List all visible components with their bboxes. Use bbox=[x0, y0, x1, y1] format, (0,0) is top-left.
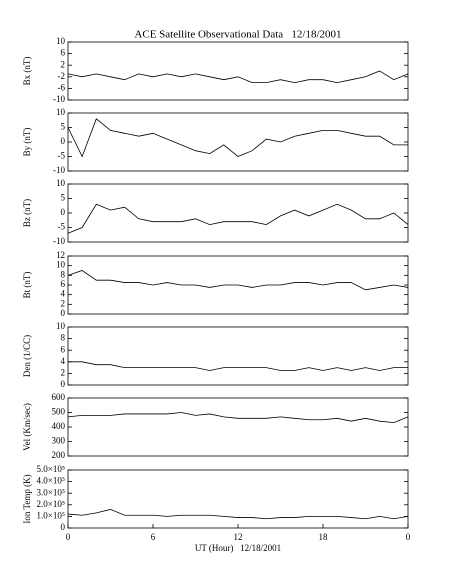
y-tick-label: 4 bbox=[61, 289, 66, 299]
y-tick-label: 2 bbox=[61, 367, 66, 377]
y-axis-label: Den (1/CC) bbox=[22, 335, 32, 377]
data-line bbox=[67, 412, 409, 424]
x-tick-label: 12 bbox=[234, 532, 243, 542]
y-tick-label: 10 bbox=[56, 178, 66, 188]
y-tick-label: 10 bbox=[56, 107, 66, 117]
y-tick-label: 3.0×10⁵ bbox=[37, 487, 65, 497]
y-tick-label: 0 bbox=[61, 207, 66, 217]
panel-frame bbox=[67, 326, 409, 386]
data-line bbox=[67, 509, 409, 520]
y-tick-label: -2 bbox=[58, 71, 66, 81]
y-tick-label: -5 bbox=[58, 151, 66, 161]
y-tick-label: 5.0×10⁵ bbox=[37, 464, 65, 474]
y-axis-label: Bt (nT) bbox=[22, 272, 32, 299]
y-tick-label: -10 bbox=[53, 94, 65, 104]
y-axis-label: Bz (nT) bbox=[22, 199, 32, 227]
y-tick-label: 1.0×10⁵ bbox=[37, 510, 65, 520]
y-tick-label: 0 bbox=[61, 379, 66, 389]
y-tick-label: 8 bbox=[61, 269, 66, 279]
x-tick-label: 0 bbox=[66, 532, 71, 542]
y-tick-label: 6 bbox=[61, 279, 66, 289]
panel-frame bbox=[67, 397, 409, 457]
y-tick-label: 5 bbox=[61, 122, 66, 132]
y-tick-label: 200 bbox=[52, 450, 66, 460]
y-tick-label: 8 bbox=[61, 333, 66, 343]
y-tick-label: 300 bbox=[52, 436, 66, 446]
panel-frame bbox=[67, 469, 409, 529]
y-tick-label: 10 bbox=[56, 321, 66, 331]
data-line bbox=[67, 203, 409, 234]
y-tick-label: 2 bbox=[61, 59, 66, 69]
y-tick-label: 6 bbox=[61, 48, 66, 58]
y-tick-label: -6 bbox=[58, 82, 66, 92]
x-tick-label: 18 bbox=[319, 532, 329, 542]
data-line bbox=[67, 70, 409, 84]
y-tick-label: 4.0×10⁵ bbox=[37, 476, 65, 486]
y-tick-label: 600 bbox=[52, 392, 66, 402]
panel-frame bbox=[67, 41, 409, 101]
y-tick-label: 10 bbox=[56, 36, 66, 46]
panel-frame bbox=[67, 112, 409, 172]
y-tick-label: 400 bbox=[52, 421, 66, 431]
y-axis-label: By (nT) bbox=[22, 128, 32, 157]
chart-title: ACE Satellite Observational Data 12/18/2… bbox=[134, 29, 341, 41]
y-tick-label: 2 bbox=[61, 298, 66, 308]
x-tick-label: 0 bbox=[406, 532, 411, 542]
y-axis-label: Vel (Km/sec) bbox=[22, 403, 32, 451]
data-line bbox=[68, 361, 408, 371]
y-tick-label: -10 bbox=[53, 165, 65, 175]
panel-frame bbox=[67, 183, 409, 243]
data-line bbox=[67, 118, 408, 158]
data-line bbox=[67, 270, 409, 291]
y-tick-label: 0 bbox=[61, 136, 66, 146]
y-tick-label: -10 bbox=[53, 236, 65, 246]
y-tick-label: 4 bbox=[61, 356, 66, 366]
x-tick-label: 6 bbox=[151, 532, 156, 542]
y-tick-label: 6 bbox=[61, 344, 66, 354]
y-tick-label: 2.0×10⁵ bbox=[37, 499, 65, 509]
x-axis-label: UT (Hour) 12/18/2001 bbox=[195, 543, 281, 553]
y-tick-label: 0 bbox=[61, 308, 66, 318]
y-axis-label: Bx (nT) bbox=[22, 57, 32, 86]
y-tick-label: 10 bbox=[56, 260, 66, 270]
y-tick-label: 5 bbox=[61, 193, 66, 203]
y-tick-label: 12 bbox=[56, 250, 65, 260]
y-tick-label: -5 bbox=[58, 222, 66, 232]
y-tick-label: 500 bbox=[52, 407, 66, 417]
y-axis-label: Ion Temp (K) bbox=[22, 474, 32, 523]
y-tick-label: 0 bbox=[61, 522, 66, 532]
